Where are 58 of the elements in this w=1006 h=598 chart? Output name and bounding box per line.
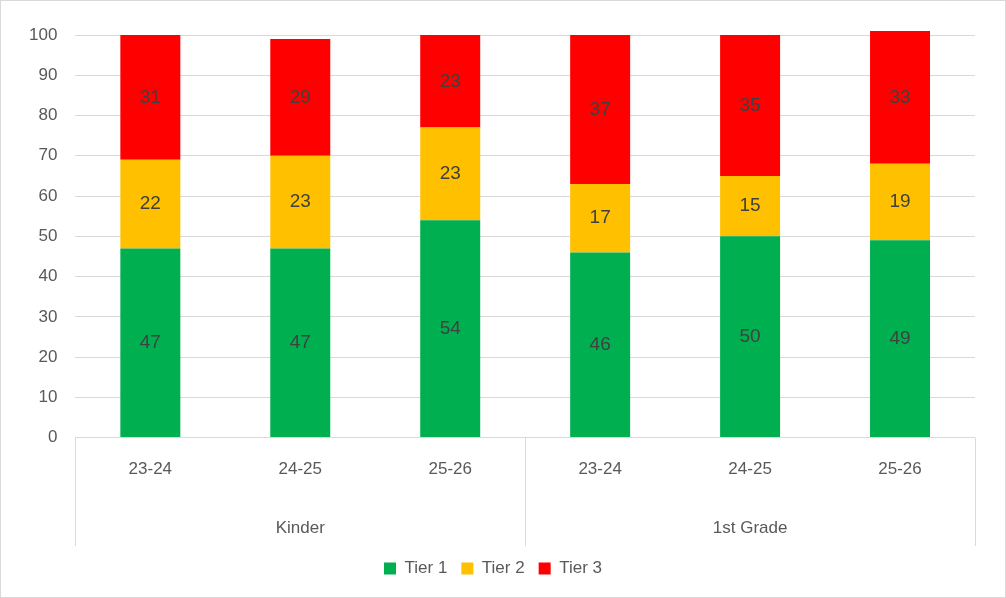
bar bbox=[120, 159, 181, 249]
bar bbox=[870, 240, 931, 438]
y-tick-label: 10 bbox=[38, 387, 58, 407]
data-label: 49 bbox=[889, 326, 911, 348]
bar bbox=[270, 155, 331, 249]
x-tick-label: 25-26 bbox=[878, 459, 922, 479]
data-label: 47 bbox=[289, 330, 311, 352]
bar bbox=[270, 248, 331, 438]
x-tick-label: 24-25 bbox=[278, 459, 323, 479]
bar bbox=[720, 35, 781, 176]
y-tick-label: 50 bbox=[38, 226, 58, 245]
y-tick-label: 70 bbox=[38, 145, 58, 165]
y-tick-label: 0 bbox=[47, 427, 58, 447]
text: 1st Grade bbox=[712, 517, 788, 537]
data-label: 31 bbox=[139, 85, 161, 107]
legend-label: Tier 2 bbox=[481, 558, 525, 578]
bar bbox=[420, 35, 481, 128]
x-tick-label: 25-26 bbox=[428, 459, 472, 479]
bar bbox=[270, 39, 331, 156]
x-tick-label: 23-24 bbox=[128, 459, 173, 479]
x-tick-label: 23-24 bbox=[578, 459, 622, 479]
bar bbox=[120, 248, 181, 438]
data-label: 17 bbox=[589, 206, 611, 228]
data-label: 46 bbox=[589, 332, 611, 354]
bar bbox=[720, 236, 781, 438]
data-label: 54 bbox=[439, 316, 462, 338]
data-label: 22 bbox=[139, 192, 161, 214]
y-tick-label: 30 bbox=[38, 306, 58, 326]
data-label: 15 bbox=[739, 194, 761, 216]
x-tick-label: 24-25 bbox=[728, 459, 772, 479]
bar bbox=[870, 31, 931, 164]
data-label: 50 bbox=[739, 324, 761, 346]
y-tick-label: 80 bbox=[38, 105, 58, 125]
y-tick-label: 100 bbox=[28, 24, 58, 44]
legend-label: Tier 3 bbox=[559, 558, 602, 578]
text: Kinder bbox=[275, 517, 326, 537]
bar bbox=[720, 175, 781, 237]
data-label: 19 bbox=[889, 190, 911, 212]
bar bbox=[120, 35, 181, 160]
data-label: 23 bbox=[289, 190, 311, 212]
legend-label: Tier 1 bbox=[404, 558, 448, 578]
data-label: 23 bbox=[439, 69, 461, 91]
data-label: 35 bbox=[739, 93, 761, 115]
data-label: 47 bbox=[139, 330, 161, 352]
data-label: 23 bbox=[439, 162, 461, 184]
y-tick-label: 40 bbox=[38, 266, 58, 286]
bar bbox=[570, 252, 631, 438]
y-tick-label: 20 bbox=[38, 346, 58, 366]
data-label: 37 bbox=[589, 97, 611, 119]
y-tick-label: 60 bbox=[38, 185, 58, 205]
bar bbox=[420, 127, 481, 221]
bar bbox=[570, 183, 631, 253]
data-label: 33 bbox=[889, 85, 911, 107]
bar bbox=[870, 163, 931, 241]
bar bbox=[570, 35, 631, 184]
data-label: 29 bbox=[289, 85, 311, 107]
y-tick-label: 90 bbox=[38, 64, 58, 84]
bar bbox=[420, 220, 481, 438]
